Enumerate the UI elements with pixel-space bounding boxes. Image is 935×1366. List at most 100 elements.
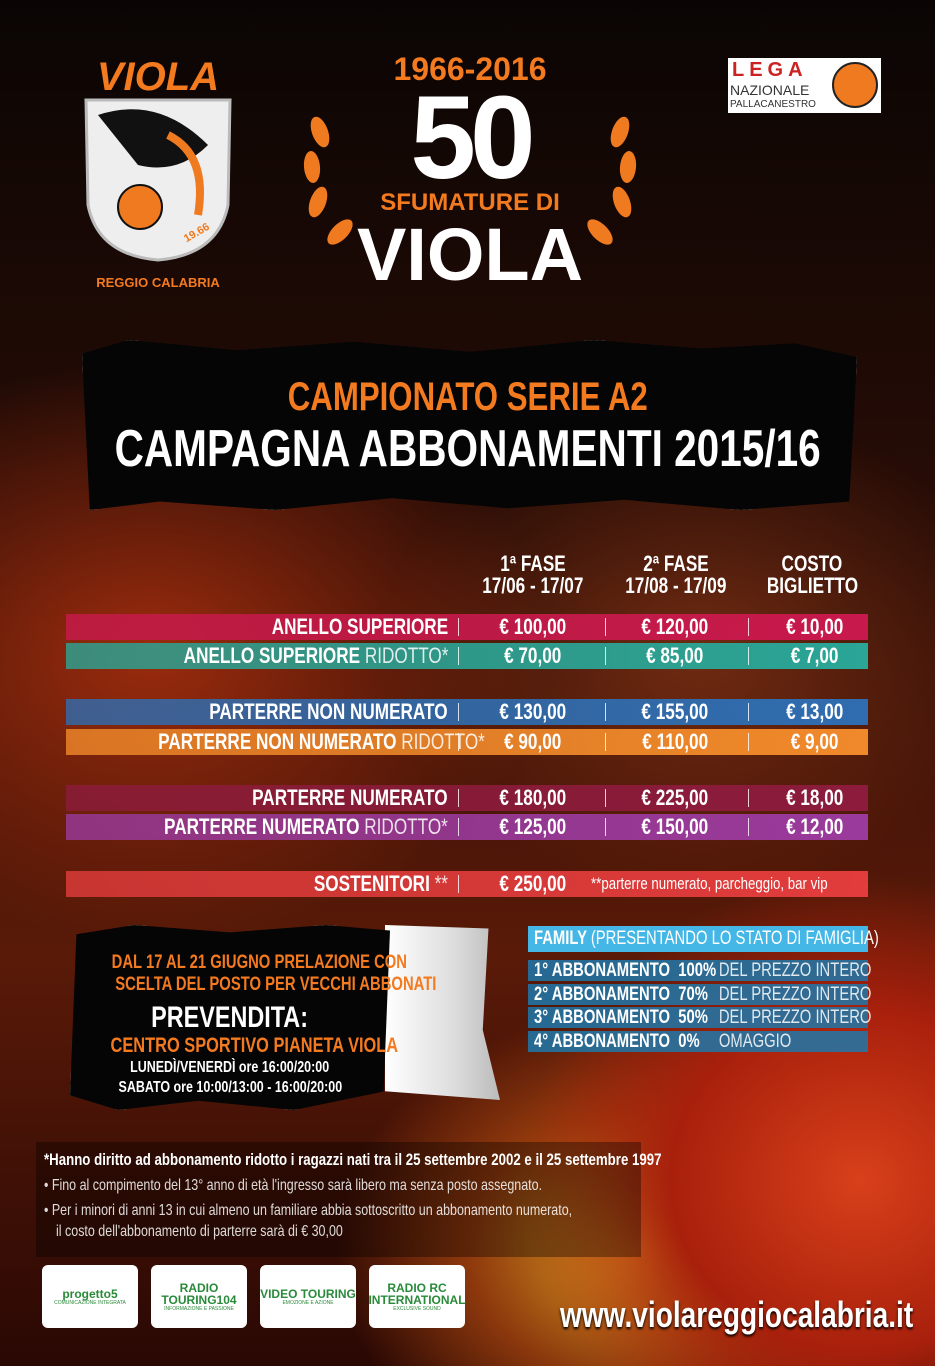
- header-phase1: 1ª FASE 17/06 - 17/07: [482, 551, 584, 598]
- logo-name: VIOLA: [96, 55, 220, 99]
- price-row: PARTERRE NON NUMERATO € 130,00 € 155,00 € 1…: [66, 699, 868, 725]
- price-value: € 125,00: [499, 814, 567, 839]
- column-divider: [605, 647, 606, 665]
- viola-title: VIOLA: [356, 213, 584, 296]
- sponsor-tag: COMUNICAZIONE INTEGRATA: [54, 1299, 126, 1306]
- column-divider: [458, 875, 459, 893]
- note-ridotto: *Hanno diritto ad abbonamento ridotto i …: [44, 1150, 662, 1169]
- presale-place: CENTRO SPORTIVO PIANETA VIOLA: [110, 1034, 399, 1057]
- row-label: PARTERRE NON NUMERATO: [209, 699, 448, 724]
- presale-heading: PREVENDITA:: [151, 1001, 309, 1034]
- row-label: PARTERRE NON NUMERATO RIDOTTO*: [158, 729, 485, 754]
- row-label: ANELLO SUPERIORE: [271, 614, 448, 639]
- price-value: € 155,00: [641, 699, 709, 724]
- row-label: SOSTENITORI **: [313, 871, 448, 896]
- column-divider: [458, 703, 459, 721]
- row-note: **parterre numerato, parcheggio, bar vip: [591, 874, 828, 893]
- column-divider: [605, 703, 606, 721]
- column-divider: [458, 618, 459, 636]
- column-divider: [748, 647, 749, 665]
- price-value: € 150,00: [641, 814, 709, 839]
- column-divider: [605, 789, 606, 807]
- presale-line1: DAL 17 AL 21 GIUGNO PRELAZIONE CON: [111, 952, 408, 973]
- price-value: € 90,00: [504, 729, 562, 754]
- column-divider: [458, 733, 459, 751]
- lega-line1: NAZIONALE: [730, 82, 810, 98]
- lega-letters: LEGA: [732, 59, 808, 81]
- shield-icon: [84, 98, 232, 262]
- price-value: € 70,00: [504, 643, 562, 668]
- note-bullet2-cont: il costo dell'abbonamento di parterre sa…: [56, 1223, 343, 1240]
- subtitle: SFUMATURE DI: [380, 189, 560, 216]
- sponsor-name: VIDEO TOURING: [260, 1286, 356, 1301]
- family-item: 4° ABBONAMENTO 0% OMAGGIO: [528, 1030, 868, 1052]
- banner-line1: CAMPIONATO SERIE A2: [287, 375, 648, 419]
- price-value: € 7,00: [791, 643, 839, 668]
- price-value: € 18,00: [786, 785, 844, 810]
- sponsor-name: RADIO RC INTERNATIONAL: [368, 1280, 466, 1307]
- laurel-icon: [303, 116, 637, 245]
- family-title: FAMILY (PRESENTANDO LO STATO DI FAMIGLIA…: [528, 926, 879, 952]
- sponsor-logo[interactable]: progetto5 COMUNICAZIONE INTEGRATA: [42, 1265, 138, 1328]
- presale-hours-saturday: SABATO ore 10:00/13:00 - 16:00/20:00: [118, 1079, 342, 1096]
- header-ticket: COSTO BIGLIETTO: [766, 551, 858, 598]
- sponsor-name: progetto5: [62, 1286, 118, 1301]
- lega-logo: LEGA NAZIONALE PALLACANESTRO: [728, 58, 881, 113]
- column-divider: [605, 618, 606, 636]
- presale-line2: SCELTA DEL POSTO PER VECCHI ABBONATI: [115, 974, 437, 995]
- price-row: PARTERRE NUMERATO RIDOTTO* € 125,00 € 150,…: [66, 814, 868, 840]
- price-value: € 130,00: [499, 699, 567, 724]
- price-row: PARTERRE NUMERATO € 180,00 € 225,00 € 18,00: [66, 785, 868, 811]
- column-divider: [605, 733, 606, 751]
- column-divider: [748, 618, 749, 636]
- presale-hours-weekday: LUNEDÌ/VENERDÌ ore 16:00/20:00: [130, 1059, 330, 1076]
- family-item: 2° ABBONAMENTO 70% DEL PREZZO INTERO: [528, 983, 871, 1005]
- price-value: € 100,00: [499, 614, 567, 639]
- price-value: € 120,00: [641, 614, 709, 639]
- lega-line2: PALLACANESTRO: [730, 99, 816, 110]
- column-divider: [748, 733, 749, 751]
- price-value: € 225,00: [641, 785, 709, 810]
- price-row: SOSTENITORI ** € 250,00 **parterre numerat…: [66, 871, 868, 897]
- paper-curl: [385, 925, 500, 1100]
- price-value: € 10,00: [786, 614, 844, 639]
- price-value: € 85,00: [646, 643, 704, 668]
- column-divider: [748, 703, 749, 721]
- price-value: € 9,00: [791, 729, 839, 754]
- note-bullet2: • Per i minori di anni 13 in cui almeno …: [44, 1202, 573, 1219]
- price-value: € 12,00: [786, 814, 844, 839]
- presale-box: [70, 925, 390, 1110]
- banner-line2: CAMPAGNA ABBONAMENTI 2015/16: [114, 420, 821, 478]
- club-logo: VIOLA 19.66 REGGIO CALABRIA: [78, 55, 238, 295]
- column-divider: [458, 818, 459, 836]
- family-item: 1° ABBONAMENTO 100% DEL PREZZO INTERO: [528, 960, 871, 981]
- basketball-icon: [832, 62, 878, 108]
- price-row: PARTERRE NON NUMERATO RIDOTTO* € 90,00 € 1…: [66, 729, 868, 755]
- row-label: ANELLO SUPERIORE RIDOTTO*: [183, 643, 448, 668]
- row-label: PARTERRE NUMERATO RIDOTTO*: [164, 814, 448, 839]
- column-divider: [458, 789, 459, 807]
- price-value: € 180,00: [499, 785, 567, 810]
- sponsor-tag: INFORMAZIONE E PASSIONE: [164, 1305, 234, 1312]
- sponsor-logo[interactable]: RADIO TOURING104 INFORMAZIONE E PASSIONE: [151, 1265, 247, 1328]
- sponsor-name: RADIO TOURING104: [161, 1280, 237, 1307]
- price-row: ANELLO SUPERIORE € 100,00 € 120,00 € 10,00: [66, 614, 868, 640]
- column-divider: [748, 818, 749, 836]
- fifty: 50: [410, 72, 535, 204]
- price-value: € 250,00: [499, 871, 567, 896]
- anniversary-title: 1966-2016 50 SFUMATURE DI VIOLA: [290, 52, 650, 292]
- website-link[interactable]: www.violareggiocalabria.it: [560, 1294, 914, 1335]
- price-row: ANELLO SUPERIORE RIDOTTO* € 70,00 € 85,00 €…: [66, 643, 868, 669]
- note-bullet1: • Fino al compimento del 13° anno di età…: [44, 1177, 543, 1194]
- row-label: PARTERRE NUMERATO: [252, 785, 448, 810]
- years: 1966-2016: [393, 51, 547, 87]
- column-divider: [748, 789, 749, 807]
- family-item: 3° ABBONAMENTO 50% DEL PREZZO INTERO: [528, 1007, 871, 1028]
- sponsor-tag: EXCLUSIVE SOUND: [393, 1305, 441, 1312]
- header-phase2: 2ª FASE 17/08 - 17/09: [625, 551, 727, 598]
- logo-city: REGGIO CALABRIA: [96, 275, 220, 290]
- notes-panel: [36, 1142, 641, 1257]
- sponsor-logo[interactable]: RADIO RC INTERNATIONAL EXCLUSIVE SOUND: [368, 1265, 466, 1328]
- sponsor-logo[interactable]: VIDEO TOURING EMOZIONE E AZIONE: [260, 1265, 356, 1328]
- sponsor-tag: EMOZIONE E AZIONE: [282, 1299, 334, 1306]
